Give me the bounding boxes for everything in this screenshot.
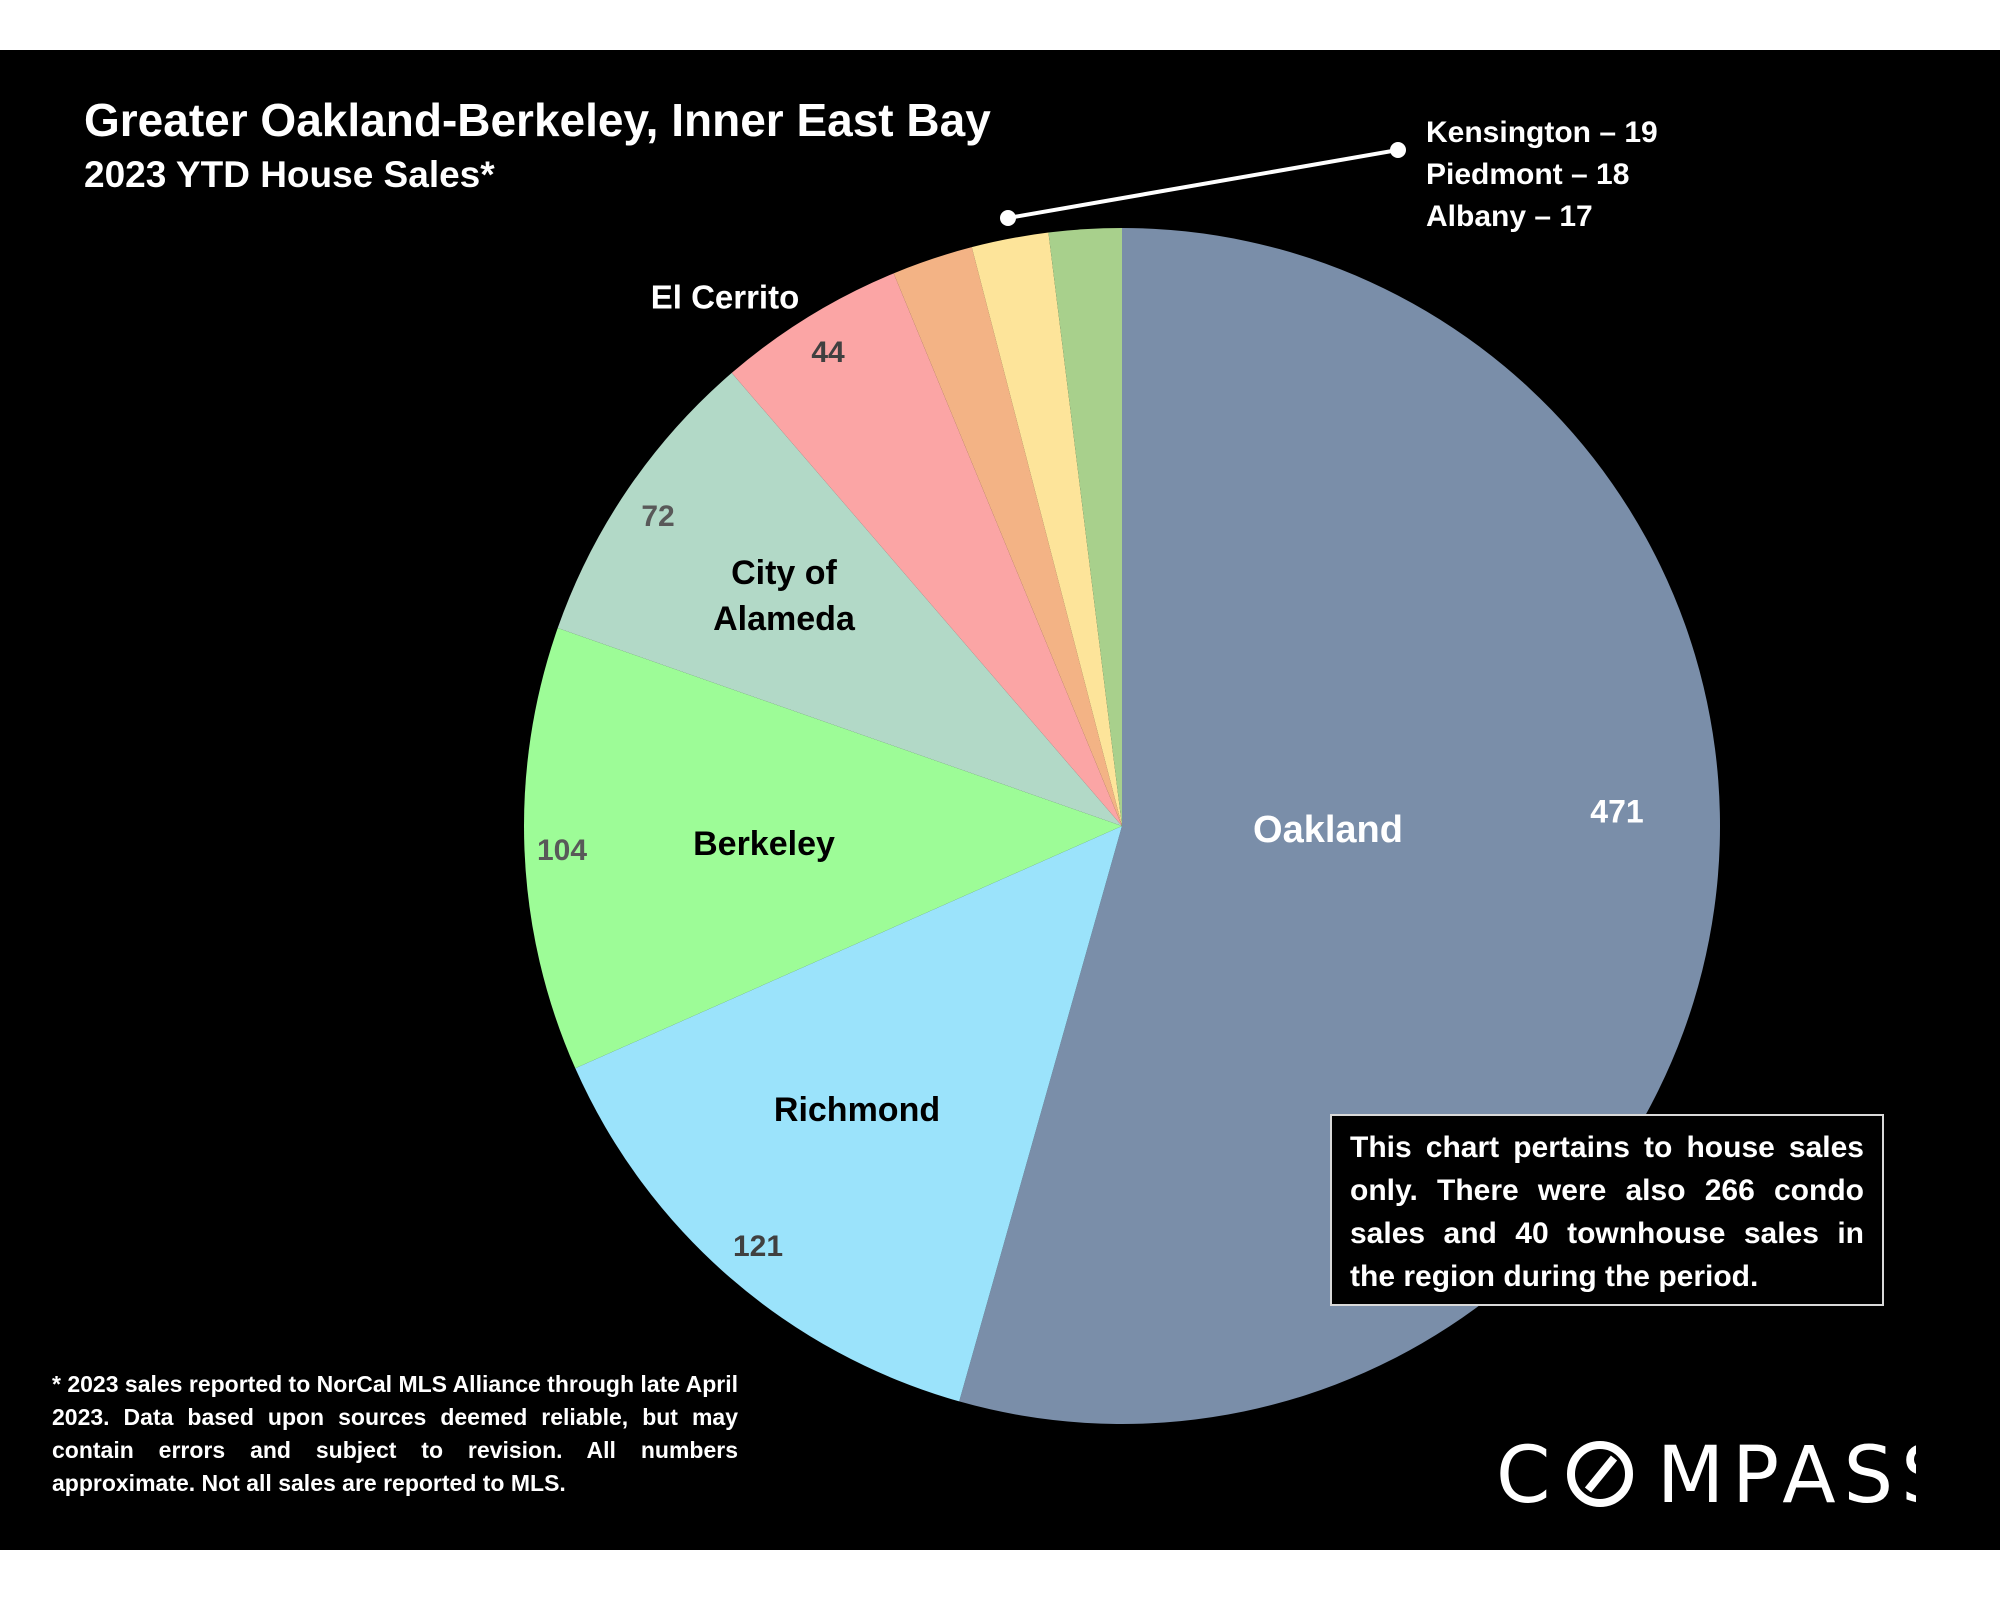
chart-title: Greater Oakland-Berkeley, Inner East Bay (84, 94, 991, 146)
compass-logo-o-ring (1567, 1441, 1633, 1507)
pie-slice-richmond (575, 826, 1122, 1402)
callout-leader-start-dot (1000, 210, 1016, 226)
compass-logo-text: C MPASS (1496, 1431, 1916, 1520)
pie-slice-berkeley (524, 628, 1122, 1069)
callout-leader-line (1007, 148, 1399, 220)
slice-value-label-oakland: 471 (1590, 793, 1643, 829)
small-slices-callout: Kensington – 19 Piedmont – 18 Albany – 1… (1426, 112, 1658, 238)
pie-chart: Oakland 471 Richmond 121 Berkeley 104 City of A… (524, 142, 1721, 1424)
callout-line-kensington: Kensington – 19 (1426, 116, 1658, 149)
pie-slice-kensington (893, 247, 1122, 827)
pie-slice-albany (1048, 228, 1122, 826)
pie-slice-city-of-alameda (557, 372, 1122, 826)
slice-value-label-berkeley: 104 (537, 834, 587, 867)
slide: Oakland 471 Richmond 121 Berkeley 104 City of A… (0, 50, 2000, 1550)
slice-value-label-city-of-alameda: 72 (641, 500, 674, 533)
compass-logo-o-slash (1584, 1455, 1618, 1493)
callout-leader-end-dot (1390, 142, 1406, 158)
slice-name-label-el-cerrito: El Cerrito (651, 279, 800, 316)
slice-value-label-richmond: 121 (733, 1230, 783, 1263)
pie-slice-el-cerrito (731, 273, 1122, 826)
slice-value-label-el-cerrito: 44 (811, 336, 845, 369)
note-box: This chart pertains to house sales only.… (1330, 1114, 1884, 1306)
slice-name-label-richmond: Richmond (774, 1091, 940, 1129)
pie-slice-piedmont (971, 232, 1122, 827)
chart-subtitle: 2023 YTD House Sales* (84, 154, 495, 195)
callout-line-albany: Albany – 17 (1426, 200, 1593, 233)
footnote: * 2023 sales reported to NorCal MLS Alli… (52, 1371, 738, 1496)
slice-name-label-oakland: Oakland (1253, 809, 1403, 851)
callout-line-piedmont: Piedmont – 18 (1426, 158, 1630, 191)
compass-logo: C MPASS (1496, 1431, 1916, 1520)
slice-name-label-city-of-alameda: City of Alameda (713, 554, 856, 638)
slice-name-label-berkeley: Berkeley (693, 825, 835, 863)
